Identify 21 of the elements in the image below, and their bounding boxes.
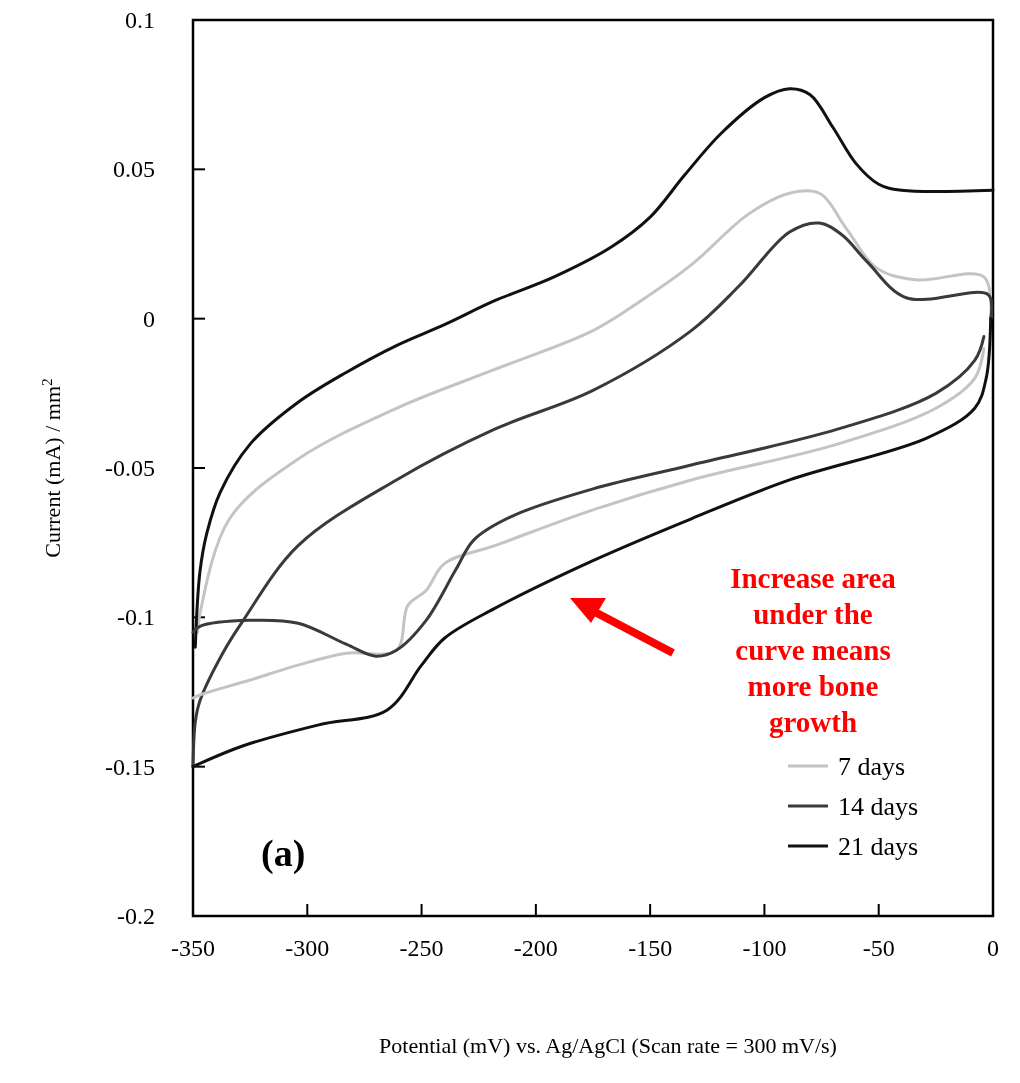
legend-label: 21 days xyxy=(838,832,919,861)
annotation: (a) xyxy=(261,832,306,875)
x-tick-label: -250 xyxy=(399,935,444,961)
x-tick-label: 0 xyxy=(987,935,999,961)
y-tick-label: -0.15 xyxy=(105,753,155,780)
y-tick-label: 0 xyxy=(143,305,155,332)
x-tick-label: -300 xyxy=(285,935,330,961)
x-tick-label: -200 xyxy=(513,935,558,961)
y-tick-label: 0.1 xyxy=(125,7,155,33)
y-tick-label: -0.2 xyxy=(117,903,155,929)
y-tick-label: -0.05 xyxy=(105,455,155,481)
x-tick-label: -350 xyxy=(171,935,215,961)
x-tick-label: -100 xyxy=(742,935,787,961)
legend-label: 14 days xyxy=(838,792,919,821)
legend-label: 7 days xyxy=(838,752,906,781)
x-tick-label: -50 xyxy=(862,935,895,961)
x-tick-label: -150 xyxy=(628,935,673,961)
annotation: Increase area under the curve means more bone growth xyxy=(730,562,897,738)
y-tick-label: -0.1 xyxy=(117,604,155,631)
y-tick-label: 0.05 xyxy=(113,156,155,183)
x-axis-title: Potential (mV) vs. Ag/AgCl (Scan rate = 300 mV/s) xyxy=(379,1033,837,1058)
